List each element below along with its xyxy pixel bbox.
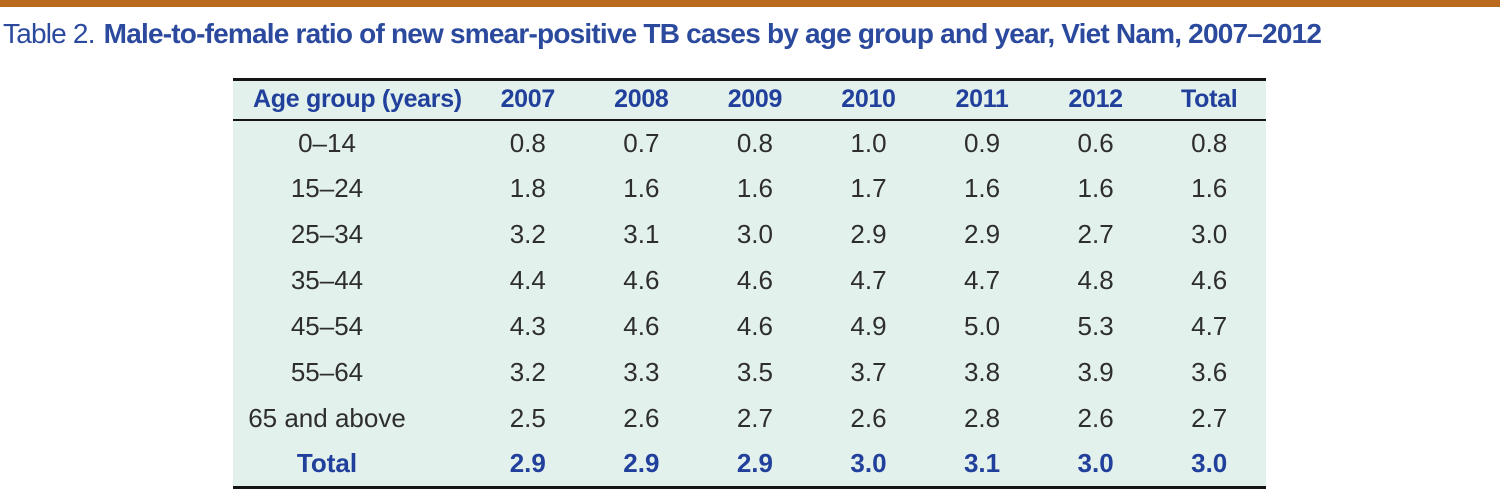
column-header-year: 2010 [811,79,926,121]
ratio-value-cell: 0.8 [736,127,773,158]
ratio-value-cell: 4.6 [736,311,773,341]
ratio-value-cell: 2.9 [509,448,546,479]
ratio-value-cell: 4.9 [850,311,887,341]
ratio-value-cell: 2.6 [623,403,660,433]
ratio-value-cell: 3.9 [1077,357,1114,387]
table-body: 0–14 0.8 0.7 0.8 1.0 0.9 0.6 0.8 15–24 1.8 1.6 1.6 1… [233,120,1266,488]
column-header-year: 2012 [1038,79,1153,121]
table-row: 15–24 1.8 1.6 1.6 1.7 1.6 1.6 1.6 [233,166,1266,212]
ratio-value-cell: 3.6 [1191,357,1228,387]
total-row: Total 2.9 2.9 2.9 3.0 3.1 3.0 3.0 [233,442,1266,488]
ratio-value-cell: 2.5 [509,403,546,433]
column-header-year: 2008 [584,79,699,121]
ratio-value-cell: 2.9 [963,219,1001,249]
ratio-value-cell: 3.2 [509,219,546,249]
age-group-cell: 25–34 [290,219,364,249]
column-header-year: 2007 [471,79,585,121]
ratio-value-cell: 1.7 [850,173,887,203]
top-orange-rule [0,0,1500,7]
ratio-value-cell: 1.6 [623,173,660,203]
ratio-value-cell: 0.8 [1191,127,1228,158]
column-header-age-group: Age group (years) [233,79,471,121]
ratio-value-cell: 1.8 [509,173,546,203]
age-group-cell: 55–64 [290,357,364,387]
age-group-cell: 65 and above [248,403,406,433]
ratio-value-cell: 0.9 [963,127,1001,158]
ratio-value-cell: 2.9 [850,219,887,249]
ratio-value-cell: 2.9 [736,448,773,479]
ratio-value-cell: 2.6 [850,403,887,433]
ratio-value-cell: 3.0 [736,219,773,249]
age-group-cell: 35–44 [290,265,364,295]
ratio-value-cell: 3.2 [509,357,546,387]
column-header-year: 2011 [925,79,1039,121]
ratio-value-cell: 4.6 [736,265,773,295]
table-row: 35–44 4.4 4.6 4.6 4.7 4.7 4.8 4.6 [233,258,1266,304]
ratio-value-cell: 4.3 [509,311,546,341]
ratio-value-cell: 0.6 [1077,127,1114,158]
ratio-value-cell: 3.8 [963,357,1001,387]
ratio-value-cell: 3.7 [850,357,887,387]
tb-ratio-table: Age group (years) 2007 2008 2009 2010 2011 201… [233,78,1266,489]
ratio-value-cell: 4.7 [850,265,887,295]
ratio-value-cell: 0.7 [623,127,660,158]
ratio-value-cell: 1.6 [1191,173,1228,203]
ratio-value-cell: 3.0 [1191,448,1228,479]
ratio-value-cell: 3.0 [1077,448,1114,479]
ratio-value-cell: 2.7 [1191,403,1228,433]
table-row: 45–54 4.3 4.6 4.6 4.9 5.0 5.3 4.7 [233,304,1266,350]
age-group-cell: 0–14 [298,127,356,158]
ratio-value-cell: 2.9 [623,448,660,479]
table-row: 55–64 3.2 3.3 3.5 3.7 3.8 3.9 3.6 [233,350,1266,396]
column-header-year: 2009 [698,79,812,121]
ratio-value-cell: 3.0 [1191,219,1228,249]
ratio-value-cell: 5.0 [963,311,1001,341]
ratio-value-cell: 0.8 [509,127,546,158]
table-row: 25–34 3.2 3.1 3.0 2.9 2.9 2.7 3.0 [233,212,1266,258]
ratio-value-cell: 4.4 [509,265,546,295]
ratio-value-cell: 4.6 [1191,265,1228,295]
age-group-cell: 15–24 [290,173,364,203]
ratio-value-cell: 1.0 [850,127,887,158]
ratio-value-cell: 4.6 [623,311,660,341]
ratio-value-cell: 2.7 [736,403,773,433]
table-header: Age group (years) 2007 2008 2009 2010 2011 201… [233,79,1266,121]
table-caption: Table 2. Male-to-female ratio of new smea… [3,16,1322,52]
table-row: 65 and above 2.5 2.6 2.7 2.6 2.8 2.6 2.7 [233,396,1266,442]
column-header-year: Total [1152,79,1266,121]
ratio-value-cell: 4.8 [1077,265,1114,295]
ratio-value-cell: 3.0 [850,448,887,479]
ratio-value-cell: 3.5 [736,357,773,387]
table-row: 0–14 0.8 0.7 0.8 1.0 0.9 0.6 0.8 [233,120,1266,166]
ratio-value-cell: 1.6 [963,173,1001,203]
ratio-value-cell: 4.7 [963,265,1001,295]
ratio-value-cell: 2.6 [1077,403,1114,433]
ratio-value-cell: 1.6 [736,173,773,203]
ratio-value-cell: 3.1 [963,448,1001,479]
ratio-value-cell: 3.1 [623,219,660,249]
ratio-value-cell: 4.6 [623,265,660,295]
ratio-value-cell: 5.3 [1077,311,1114,341]
table-caption-title: Male-to-female ratio of new smear-positi… [103,18,1322,49]
ratio-value-cell: 1.6 [1077,173,1114,203]
ratio-value-cell: 3.3 [623,357,660,387]
age-group-cell: 45–54 [290,311,364,341]
ratio-value-cell: 4.7 [1191,311,1228,341]
table-header-row: Age group (years) 2007 2008 2009 2010 2011 201… [233,79,1266,121]
ratio-value-cell: 2.7 [1077,219,1114,249]
ratio-value-cell: 2.8 [963,403,1001,433]
table-caption-number: Table 2. [3,18,95,49]
age-group-cell: Total [296,448,358,479]
